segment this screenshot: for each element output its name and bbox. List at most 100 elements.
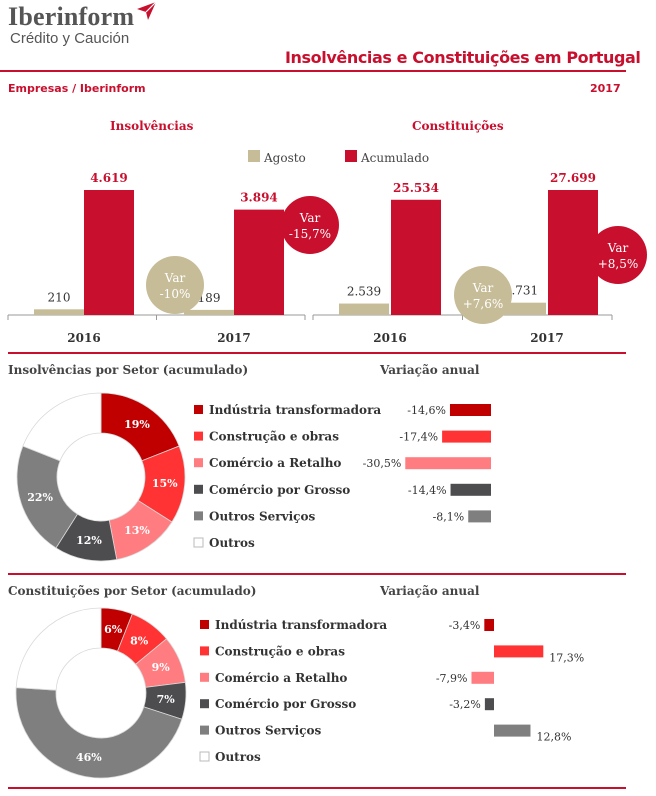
legend-swatch <box>200 620 209 629</box>
legend-swatch <box>200 725 209 735</box>
variation-bar <box>494 724 531 737</box>
variation-bar <box>471 671 494 684</box>
insolvencias-setor-title: Insolvências por Setor (acumulado) <box>8 363 249 377</box>
variation-bar <box>405 457 491 470</box>
legend-label: Construção e obras <box>209 430 339 444</box>
pie-slice-label: 46% <box>76 751 102 764</box>
variation-bar-label: -7,9% <box>436 672 468 685</box>
legend-swatch <box>200 646 209 656</box>
legend-swatch-acumulado <box>345 150 357 162</box>
variation-bubble <box>281 196 339 254</box>
bar-data-label: 210 <box>48 290 71 304</box>
variation-bar-label: -3,2% <box>449 698 481 711</box>
bar-data-label: 3.894 <box>240 191 278 205</box>
x-tick-label: 2016 <box>373 331 406 345</box>
pie-slice-label: 8% <box>130 634 149 647</box>
section-divider-2 <box>8 573 626 575</box>
insolvencias-variacao-title: Variação anual <box>380 363 480 377</box>
x-tick-label: 2017 <box>530 331 563 345</box>
page-title: Insolvências e Constituições em Portugal <box>285 48 641 67</box>
variation-bar-label: 12,8% <box>536 731 571 744</box>
legend-swatch <box>193 537 204 548</box>
bar-data-label: 189 <box>198 291 221 305</box>
variation-bubble <box>454 266 512 324</box>
bar-acumulado <box>391 199 441 315</box>
bar-data-label: 2.731 <box>504 284 538 298</box>
variation-bar <box>484 698 494 711</box>
legend-label: Indústria transformadora <box>209 403 381 417</box>
variation-bubble-value: +8,5% <box>598 257 639 271</box>
pie-slice <box>15 607 102 691</box>
header-divider <box>0 70 626 72</box>
pie-slice-label: 7% <box>157 693 176 706</box>
variation-bar <box>484 619 494 631</box>
legend-label: Comércio por Grosso <box>209 483 350 497</box>
bar-data-label: 25.534 <box>393 181 439 195</box>
variation-bubble-value: +7,6% <box>463 297 504 311</box>
variation-bar-label: 17,3% <box>549 651 584 664</box>
variation-bar-label: -3,4% <box>449 619 481 632</box>
section-divider-1 <box>8 352 626 354</box>
pie-slice-label: 12% <box>76 534 102 547</box>
logo-plane-icon <box>137 1 157 20</box>
variation-bubble <box>146 256 204 314</box>
variation-bar-label: -17,4% <box>399 431 438 444</box>
variation-bar <box>449 404 491 416</box>
legend-label: Outros <box>215 750 261 764</box>
variation-bar-label: -8,1% <box>433 510 465 523</box>
legend-swatch <box>199 751 210 762</box>
bar-agosto <box>339 303 389 315</box>
pie-slice-label: 13% <box>124 524 150 537</box>
pie-slice-label: 9% <box>152 661 171 674</box>
legend-label: Comércio a Retalho <box>209 456 341 470</box>
bar-data-label: 2.539 <box>347 285 381 299</box>
page-subtitle: Empresas / Iberinform <box>8 82 146 95</box>
constituicoes-setor-chart: 6% 8% 9% 7% 46% Indústria transformadora Const… <box>15 607 584 779</box>
bar-acumulado <box>84 190 134 315</box>
legend-swatch <box>194 458 203 468</box>
legend-label: Outros <box>209 536 255 550</box>
constituicoes-setor-title: Constituições por Setor (acumulado) <box>8 584 257 598</box>
legend-swatch <box>194 511 203 521</box>
variation-bubble <box>589 226 647 284</box>
constituicoes-variacao-title: Variação anual <box>380 584 480 598</box>
legend-label: Indústria transformadora <box>215 618 387 632</box>
bar-agosto <box>184 309 234 315</box>
legend-label: Construção e obras <box>215 644 345 658</box>
variation-bar <box>450 483 491 496</box>
variation-bar <box>494 645 544 658</box>
legend-label-agosto: Agosto <box>264 151 306 165</box>
x-tick-label: 2016 <box>67 331 100 345</box>
variation-bar-label: -30,5% <box>363 457 402 470</box>
insolvencias-setor-chart: 19% 15% 13% 12% 22% Indústria transformadora C… <box>16 392 491 562</box>
constituicoes-title: Constituições <box>412 119 504 133</box>
legend-swatch <box>194 484 203 494</box>
variation-bubble-label: Var <box>164 271 186 285</box>
bar-data-label: 27.699 <box>550 171 596 185</box>
legend-label: Comércio por Grosso <box>215 697 356 711</box>
pie-slice <box>22 392 102 462</box>
bar-acumulado <box>234 209 284 315</box>
bar-data-label: 4.619 <box>90 171 128 185</box>
variation-bar <box>468 510 491 523</box>
pie-slice <box>15 687 183 779</box>
variation-bubble-value: -10% <box>160 287 191 301</box>
variation-bubble-label: Var <box>299 211 321 225</box>
legend-swatch <box>194 431 203 441</box>
variation-bar-label: -14,4% <box>408 484 447 497</box>
logo-wordmark: Iberinform <box>8 2 135 31</box>
legend-label: Comércio a Retalho <box>215 671 347 685</box>
legend-label: Outros Serviços <box>215 724 321 738</box>
pie-slice-label: 22% <box>27 491 53 504</box>
top-bar-charts: 2016 210 4.619 2017 189 3.894 Var -10% Var -15,7%… <box>7 171 647 345</box>
variation-bubble-value: -15,7% <box>289 227 331 241</box>
variation-bar-label: -14,6% <box>407 404 446 417</box>
pie-slice-label: 19% <box>124 418 150 431</box>
legend-label: Outros Serviços <box>209 509 315 523</box>
legend-swatch <box>194 405 203 414</box>
page-year: 2017 <box>590 82 621 95</box>
pie-slice-label: 15% <box>152 477 178 490</box>
legend-swatch <box>200 699 209 709</box>
legend-label-acumulado: Acumulado <box>361 151 430 165</box>
logo-tagline: Crédito y Caución <box>10 30 130 47</box>
